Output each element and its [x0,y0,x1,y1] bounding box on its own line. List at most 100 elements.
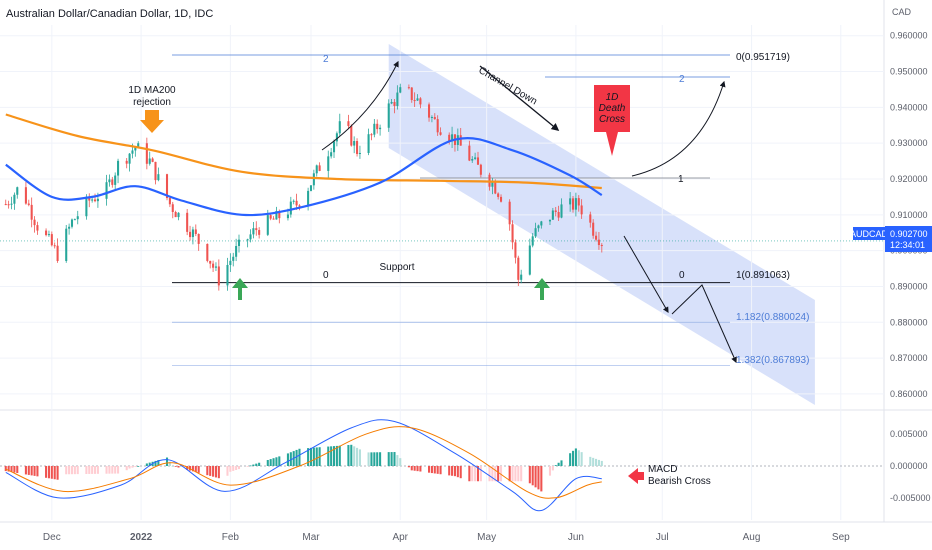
candle-body [165,174,169,199]
candle-body [65,228,68,261]
fib-label-1: 1 [678,174,684,185]
candle-body [373,123,376,135]
support-label: Support [379,262,414,273]
price-tag-countdown: 12:34:01 [890,240,925,250]
candle-body [177,212,180,218]
candle-body [551,210,554,220]
macd-histogram-bar [295,449,298,466]
candle-body [226,264,229,286]
macd-histogram-bar [338,445,341,466]
candle-body [56,245,59,261]
candle-body [309,185,313,191]
macd-histogram-bar [600,460,603,466]
macd-histogram-bar [286,453,289,466]
x-tick-label: Apr [392,532,408,543]
candle-body [396,92,399,106]
channel-down-shape [388,44,815,405]
macd-histogram-bar [353,446,356,466]
candle-body [589,214,592,223]
macd-histogram-bar [367,452,370,466]
x-tick-label: Mar [302,532,320,543]
support-arrow-1-icon [232,278,248,300]
candle-body [24,187,27,204]
candle-body [350,125,353,146]
macd-histogram-bar [289,452,292,466]
x-tick-label: Jul [656,532,669,543]
macd-histogram-bar [232,466,235,471]
candle-body [459,135,462,146]
macd-cross-label-2: Bearish Cross [648,476,711,487]
candle-body [128,153,131,164]
candle-body [376,123,379,130]
candle-body [295,200,298,206]
candle-body [232,256,235,261]
macd-histogram-bar [145,463,148,466]
candle-body [148,158,151,164]
price-tick-label: 0.940000 [890,102,928,112]
price-tick-label: 0.930000 [890,138,928,148]
macd-histogram-bar [105,466,108,474]
macd-histogram-bar [528,466,531,484]
fib-label-base: 1(0.891063) [736,270,790,281]
macd-histogram-bar [194,466,197,473]
candle-body [93,199,97,202]
candle-body [154,161,157,181]
candle-body [330,152,333,157]
x-tick-label: Sep [832,532,850,543]
macd-histogram-bar [577,450,580,466]
macd-histogram-bar [229,466,232,472]
macd-histogram-bar [439,466,442,475]
candle-body [131,150,134,154]
macd-histogram-bar [278,456,281,466]
candle-body [416,98,419,101]
rally-curve-arrow [321,60,399,151]
macd-histogram-bar [531,466,534,486]
price-tick-label: 0.910000 [890,210,928,220]
candle-body [312,173,315,186]
price-tick-label: 0.920000 [890,174,928,184]
candle-body [174,211,177,218]
candle-body [235,245,238,257]
macd-histogram-bar [491,466,494,482]
candle-body [298,205,301,207]
candle-body [197,233,200,244]
candle-body [47,234,50,236]
candle-body [85,196,88,217]
macd-histogram-bar [206,466,209,476]
macd-histogram-bar [217,466,220,479]
candle-body [88,196,91,201]
macd-histogram-bar [214,466,217,478]
candle-body [410,87,413,101]
macd-histogram-bar [479,466,482,482]
candle-body [194,229,197,234]
fib-label-2-right: 2 [679,74,685,85]
fib-label-1382: 1.382(0.867893) [736,355,809,366]
macd-histogram-bar [574,448,577,466]
candle-body [433,116,436,120]
candle-body [419,98,422,105]
candle-body [569,198,572,205]
candle-body [36,225,39,231]
macd-histogram-bar [137,466,140,467]
candle-body [517,257,520,280]
candle-body [511,224,514,243]
candle-body [499,196,503,202]
macd-histogram-bar [497,466,500,482]
candle-body [258,230,261,235]
fib-label-0-right: 0 [679,270,685,281]
macd-histogram-bar [537,466,540,490]
candle-body [537,225,540,229]
macd-histogram-bar [459,466,462,479]
candle-body [269,215,272,219]
candle-body [237,239,241,246]
macd-histogram-bar [131,466,134,468]
macd-histogram-bar [73,466,76,475]
projection-leg-2 [671,284,737,364]
macd-histogram-bar [451,466,454,476]
macd-histogram-bar [448,466,451,476]
macd-histogram-bar [252,464,255,466]
macd-histogram-bar [557,462,560,466]
candle-body [560,204,563,218]
macd-histogram-bar [499,466,503,482]
candle-body [189,231,192,238]
